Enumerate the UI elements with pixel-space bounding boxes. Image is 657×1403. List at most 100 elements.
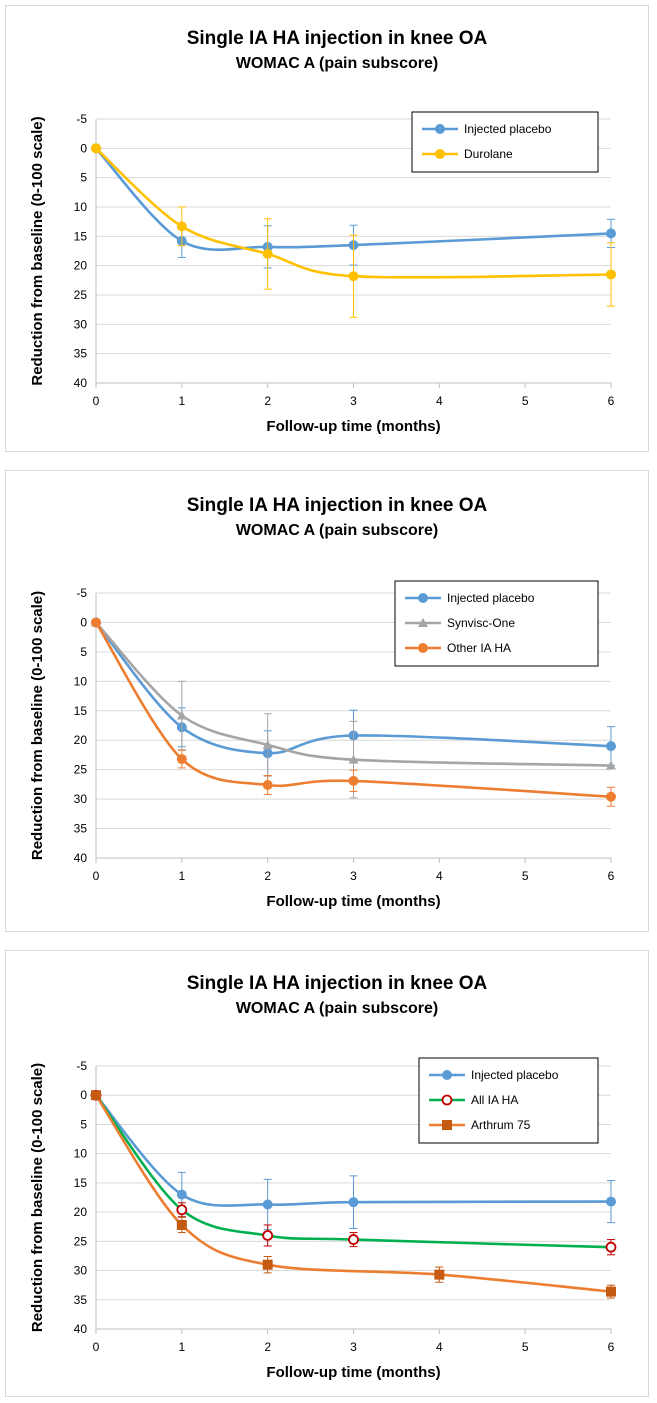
chart-subtitle: WOMAC A (pain subscore) [236, 55, 438, 72]
series-line [94, 1094, 612, 1293]
data-point [262, 779, 273, 790]
chart-title: Single IA HA injection in knee OA [187, 28, 488, 49]
y-tick-label: -5 [76, 1059, 87, 1073]
data-point [348, 754, 359, 764]
x-tick-label: 3 [350, 869, 357, 883]
series-line [94, 1094, 612, 1249]
y-tick-label: -5 [76, 586, 87, 600]
x-tick-label: 6 [608, 394, 615, 408]
data-point [262, 1230, 274, 1241]
y-tick-label: 35 [74, 347, 88, 361]
data-point [348, 775, 359, 786]
data-point [262, 248, 273, 259]
y-tick-label: 15 [74, 229, 88, 243]
data-point [176, 710, 187, 720]
series-other-ia-ha [91, 617, 616, 807]
y-tick-label: 5 [80, 1117, 87, 1131]
data-point [176, 221, 187, 232]
legend: Injected placebo Durolane [411, 111, 599, 173]
legend-label: Other IA HA [447, 641, 511, 655]
legend-label: Durolane [464, 147, 513, 161]
data-point [605, 1241, 617, 1253]
legend-label: Injected placebo [471, 1068, 559, 1082]
chart-subtitle: WOMAC A (pain subscore) [236, 1000, 438, 1017]
legend-swatch-marker [435, 149, 445, 159]
y-tick-label: 0 [80, 1088, 87, 1102]
series-line [94, 621, 612, 755]
y-tick-label: 25 [74, 763, 88, 777]
legend-label: Injected placebo [447, 591, 535, 605]
legend-swatch-marker [442, 1120, 452, 1130]
data-point [348, 1197, 359, 1208]
data-point [348, 271, 359, 282]
y-tick-label: -5 [76, 112, 87, 126]
x-tick-label: 4 [436, 394, 443, 408]
legend-swatch-marker [418, 618, 428, 627]
x-axis-title: Follow-up time (months) [266, 893, 440, 910]
y-tick-label: 40 [74, 376, 88, 390]
data-point [606, 1286, 616, 1297]
x-tick-label: 3 [350, 394, 357, 408]
line-chart: Single IA HA injection in knee OA WOMAC A… [29, 28, 616, 435]
y-tick-label: 40 [74, 851, 88, 865]
y-tick-label: 25 [74, 288, 88, 302]
legend-label: Arthrum 75 [471, 1118, 531, 1132]
y-tick-label: 30 [74, 317, 88, 331]
x-tick-label: 2 [264, 394, 271, 408]
legend-swatch-marker [418, 643, 428, 653]
legend-swatch-marker [435, 124, 445, 134]
y-tick-label: 10 [74, 200, 88, 214]
chart-panel-placebo-vs-durolane: Single IA HA injection in knee OA WOMAC A… [5, 5, 649, 452]
data-point [606, 741, 616, 752]
y-tick-label: 35 [74, 1293, 88, 1307]
y-tick-label: 30 [74, 792, 88, 806]
y-tick-label: 0 [80, 615, 87, 629]
x-tick-label: 4 [436, 1340, 443, 1354]
y-tick-label: 20 [74, 733, 88, 747]
data-point [91, 617, 101, 628]
x-tick-label: 5 [522, 394, 529, 408]
chart-subtitle: WOMAC A (pain subscore) [236, 522, 438, 539]
x-tick-label: 4 [436, 869, 443, 883]
data-point [606, 1196, 616, 1207]
series-line [95, 1094, 612, 1207]
data-point [91, 143, 101, 154]
y-tick-label: 10 [74, 1147, 88, 1161]
series-line [95, 621, 612, 767]
legend-label: All IA HA [471, 1093, 518, 1107]
y-tick-label: 20 [74, 1205, 88, 1219]
legend-box [411, 111, 599, 173]
y-tick-label: 40 [74, 1322, 88, 1336]
x-tick-label: 1 [178, 869, 185, 883]
y-tick-label: 25 [74, 1234, 88, 1248]
series-durolane [91, 143, 616, 318]
y-tick-label: 10 [74, 674, 88, 688]
legend: Injected placebo All IA HA Arthrum 75 [418, 1057, 599, 1144]
series-line [94, 621, 612, 799]
x-tick-label: 6 [608, 869, 615, 883]
x-tick-label: 2 [264, 869, 271, 883]
y-tick-label: 0 [80, 141, 87, 155]
y-tick-label: 5 [80, 171, 87, 185]
chart-title: Single IA HA injection in knee OA [187, 495, 488, 516]
x-tick-label: 3 [350, 1340, 357, 1354]
data-point [176, 1189, 187, 1200]
x-tick-label: 0 [93, 394, 100, 408]
x-tick-label: 1 [178, 1340, 185, 1354]
y-tick-label: 20 [74, 259, 88, 273]
line-chart: Single IA HA injection in knee OA WOMAC A… [29, 495, 616, 910]
y-tick-label: 15 [74, 704, 88, 718]
data-point [348, 1234, 359, 1245]
y-tick-label: 35 [74, 822, 88, 836]
line-chart: Single IA HA injection in knee OA WOMAC A… [29, 973, 617, 1381]
data-point [606, 760, 616, 770]
y-tick-label: 30 [74, 1264, 88, 1278]
series-line [95, 147, 612, 279]
y-axis-title: Reduction from baseline (0-100 scale) [29, 116, 46, 385]
y-axis-title: Reduction from baseline (0-100 scale) [29, 1063, 46, 1332]
legend-swatch-marker [418, 593, 428, 603]
y-tick-label: 15 [74, 1176, 88, 1190]
data-point [606, 269, 616, 280]
chart-panel-placebo-vs-arthrum: Single IA HA injection in knee OA WOMAC A… [5, 950, 649, 1397]
y-tick-label: 5 [80, 645, 87, 659]
